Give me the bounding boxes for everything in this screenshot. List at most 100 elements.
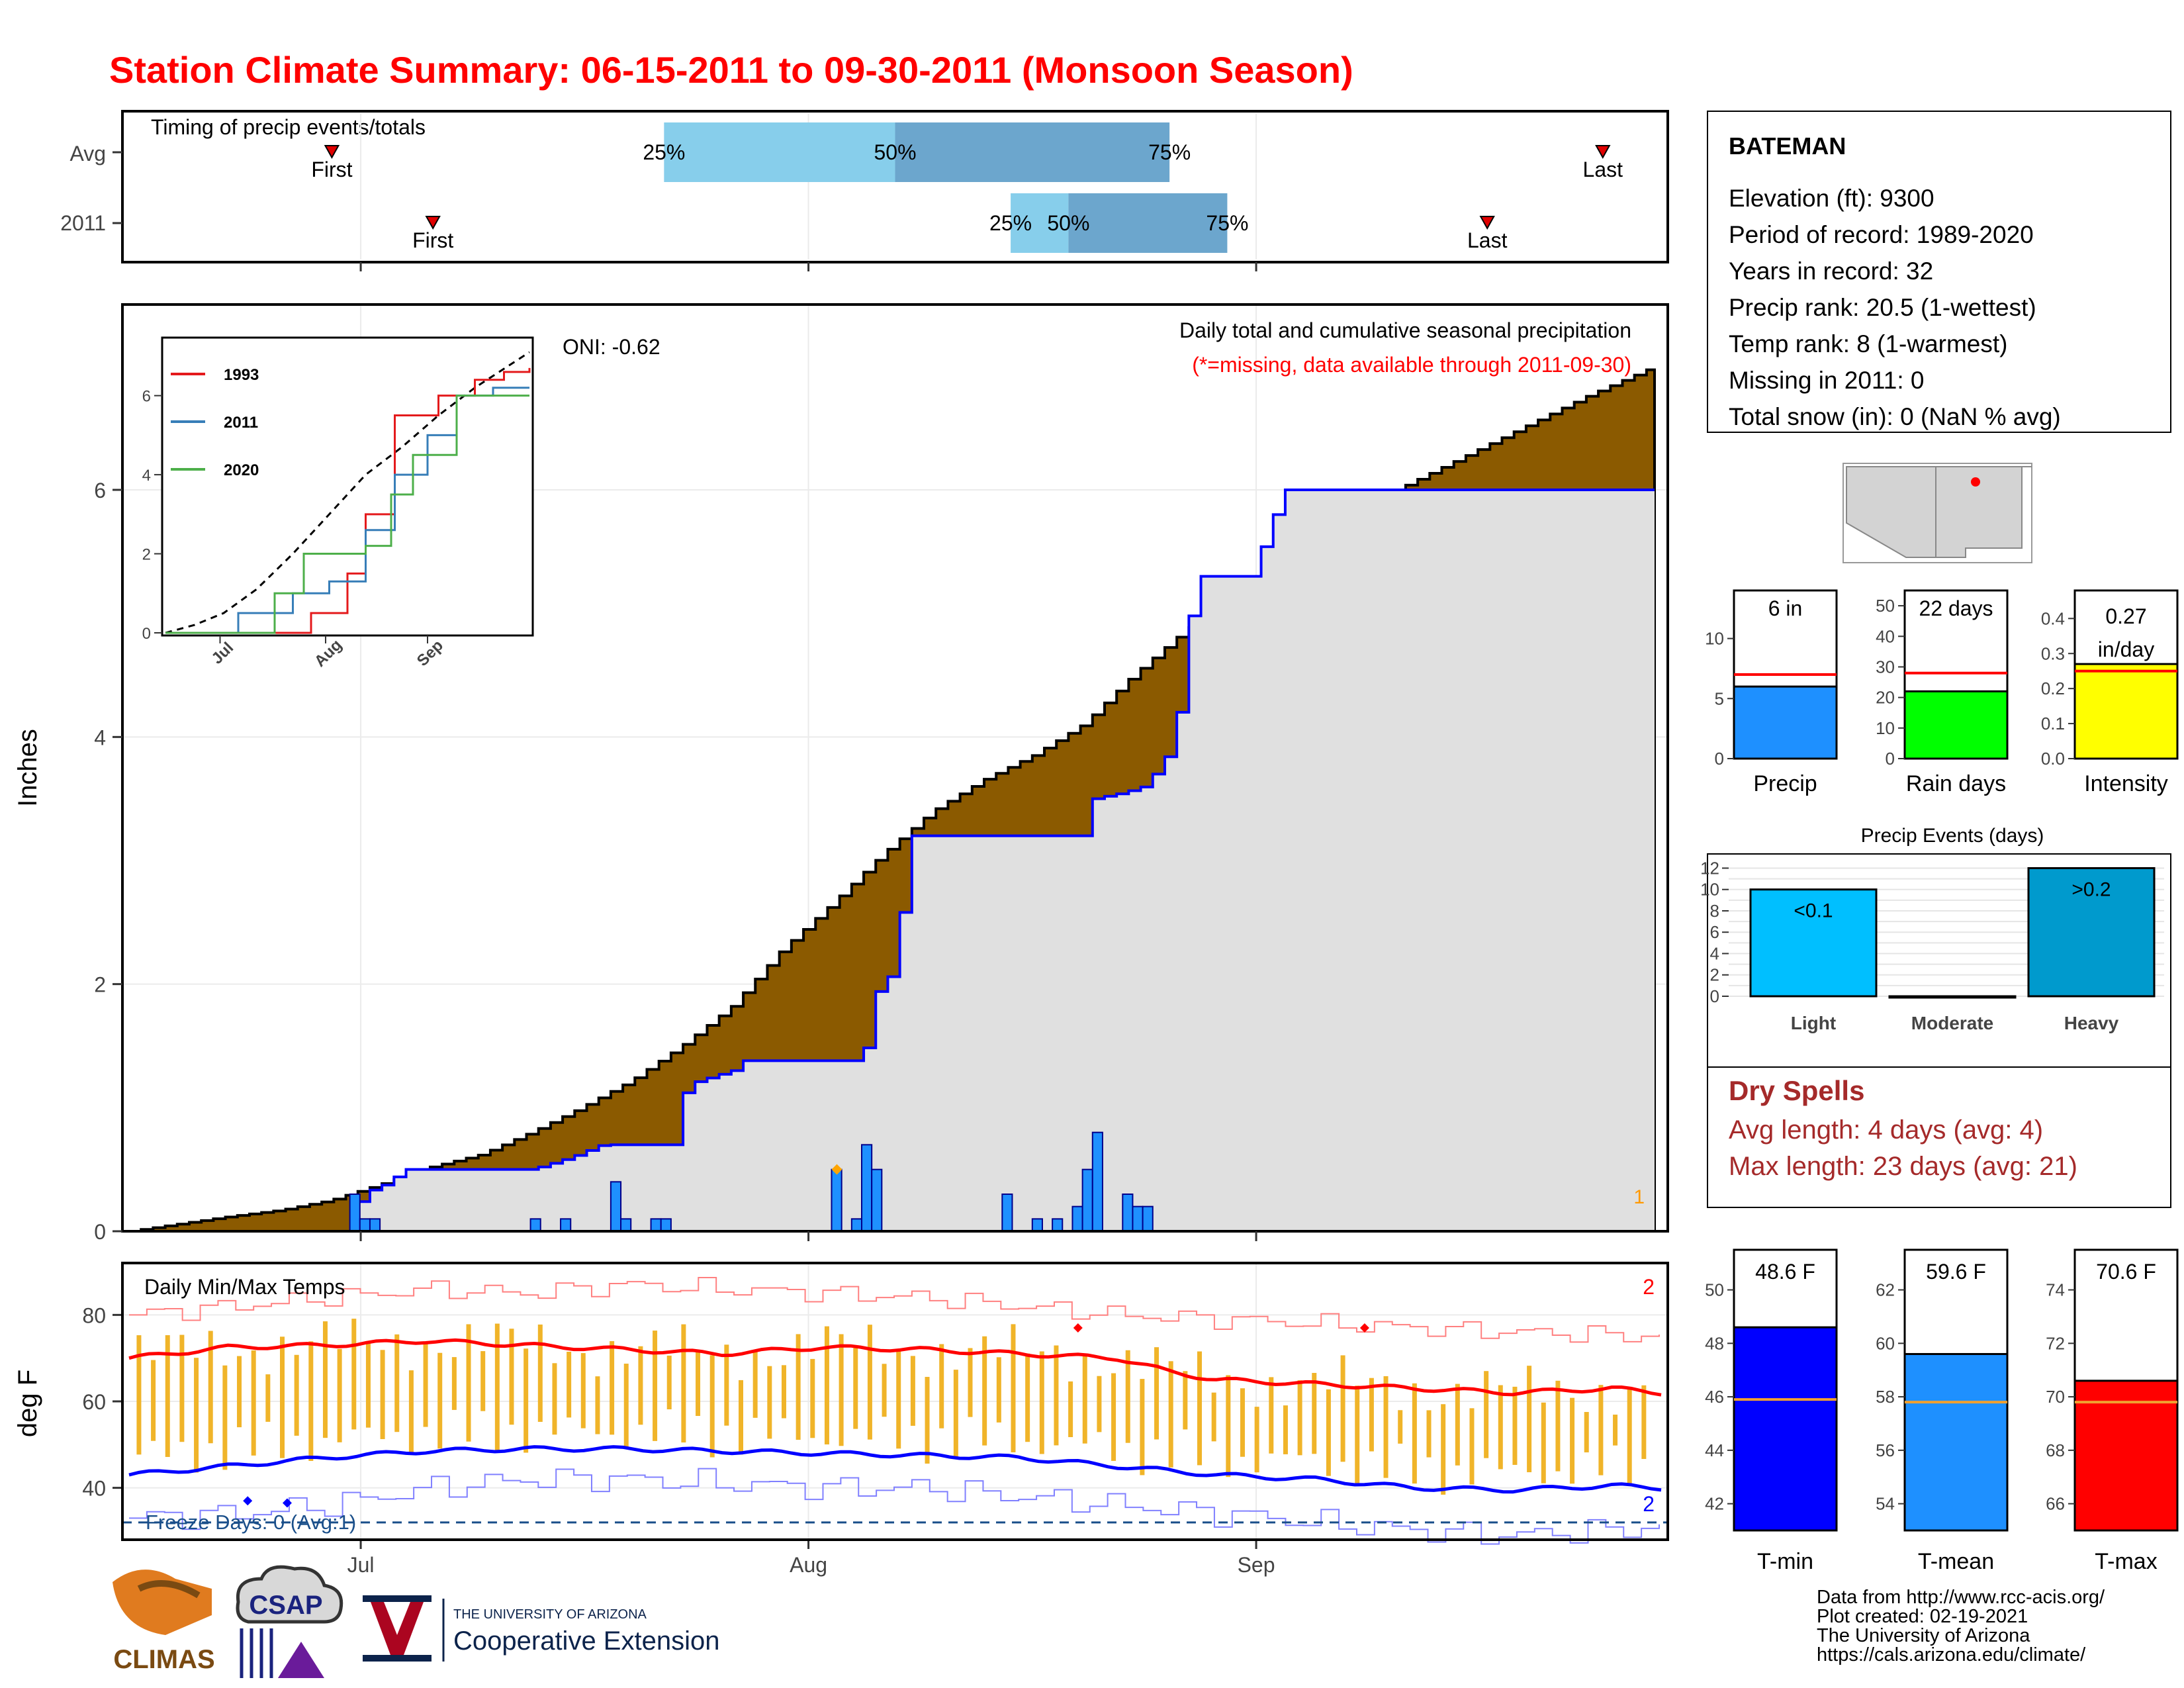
daily-temp-range-bar	[1068, 1381, 1073, 1437]
daily-temp-range-bar	[1154, 1347, 1160, 1440]
credit-line-3: The University of Arizona	[1817, 1625, 2030, 1646]
daily-temp-range-bar	[1025, 1353, 1030, 1442]
daily-temp-range-bar	[1283, 1405, 1288, 1454]
csap-rain	[240, 1628, 273, 1678]
credits: Data from http://www.rcc-acis.org/ Plot …	[1817, 1587, 2105, 1665]
station-info-line: Temp rank: 8 (1-warmest)	[1729, 330, 2008, 357]
mini-bar-precip	[1733, 685, 1838, 760]
daily-temp-range-bar	[1039, 1351, 1044, 1454]
climas-logo-text: CLIMAS	[113, 1645, 214, 1674]
climas-logo-shape	[113, 1570, 212, 1635]
temp-bar-tick-label: 56	[1876, 1440, 1895, 1460]
temp-bar-t-min	[1733, 1326, 1838, 1532]
daily-temp-range-bar	[451, 1357, 457, 1410]
mini-bar-tick-label: 0	[1886, 749, 1895, 769]
daily-temp-range-bar	[1312, 1372, 1317, 1454]
temp-bar-tick-label: 72	[2046, 1333, 2065, 1353]
temp-bar-tick-label: 48	[1705, 1333, 1724, 1353]
daily-temp-range-bar	[1541, 1402, 1546, 1483]
timing-first-marker	[425, 216, 441, 230]
precip-y-label: Inches	[13, 729, 42, 807]
mini-bar-tick-label: 5	[1715, 688, 1724, 708]
ua-a-bars	[363, 1595, 432, 1662]
csap-logo: CSAP	[236, 1565, 343, 1678]
mini-bar-label: Intensity	[2084, 771, 2168, 796]
daily-temp-range-bar	[824, 1326, 829, 1445]
csap-logo-text: CSAP	[249, 1591, 322, 1620]
events-y-tick-label: 8	[1710, 901, 1719, 921]
avg-min-temp-line	[128, 1445, 1662, 1494]
events-category-label: Heavy	[2064, 1013, 2119, 1033]
dry-spells-avg: Avg length: 4 days (avg: 4)	[1729, 1115, 2043, 1145]
events-y-tick-label: 10	[1700, 880, 1719, 900]
station-info-line: Elevation (ft): 9300	[1729, 185, 1934, 212]
timing-panel: Timing of precip events/totals Avg 2011 …	[60, 110, 1669, 263]
daily-temp-range-bar	[882, 1364, 887, 1417]
mini-bar-tick-label: 0.4	[2041, 608, 2065, 628]
events-category-label: Light	[1791, 1013, 1836, 1033]
daily-temp-range-bar	[265, 1374, 271, 1422]
inset-y-tick-label: 4	[142, 467, 151, 485]
temp-y-tick-label: 60	[82, 1390, 106, 1414]
precip-y-tick-label: 4	[94, 726, 106, 749]
daily-temp-range-bar	[1584, 1412, 1589, 1453]
daily-temp-range-bar	[638, 1346, 643, 1425]
locator-map	[1843, 463, 2032, 563]
daily-temp-range-bar	[580, 1353, 586, 1429]
timing-first-label: First	[412, 228, 453, 252]
daily-temp-range-bar	[1082, 1354, 1087, 1444]
record-max-marker	[1073, 1323, 1083, 1333]
temp-frame	[121, 1262, 1669, 1541]
daily-temp-range-bar	[466, 1324, 471, 1442]
temp-bar-tick-label: 62	[1876, 1280, 1895, 1300]
inset-y-tick-label: 2	[142, 546, 151, 564]
record-max-marker	[1359, 1323, 1369, 1333]
month-label: Aug	[790, 1553, 827, 1577]
temp-bar-tick-label: 46	[1705, 1387, 1724, 1407]
daily-temp-range-bar	[696, 1352, 701, 1417]
timing-last-marker	[1479, 216, 1495, 230]
timing-p50-label: 50%	[1047, 211, 1089, 235]
timing-row-avg-label: Avg	[69, 142, 106, 165]
daily-temp-range-bar	[1484, 1371, 1489, 1458]
record-min-marker	[243, 1496, 253, 1506]
daily-temp-range-bar	[1527, 1366, 1532, 1473]
daily-temp-range-bar	[1254, 1407, 1259, 1473]
station-info-line: Precip rank: 20.5 (1-wettest)	[1729, 294, 2036, 321]
ua-small-text: THE UNIVERSITY OF ARIZONA	[453, 1607, 647, 1622]
mini-bar-tick-label: 10	[1876, 718, 1895, 738]
obs-cumulative-line	[129, 489, 1655, 1233]
temp-panel: 40 60 80 Daily Min/Max Temps 2 2 Freeze Da…	[13, 1262, 1669, 1577]
daily-temp-range-bar	[151, 1360, 156, 1441]
events-title: Precip Events (days)	[1861, 825, 2044, 847]
daily-temp-range-bar	[208, 1331, 213, 1444]
daily-precip-bar	[369, 1218, 381, 1233]
daily-temp-range-bar	[595, 1376, 600, 1434]
temp-y-tick-label: 80	[82, 1303, 106, 1327]
dry-spells-title: Dry Spells	[1729, 1075, 1864, 1106]
map-borders	[1846, 466, 2032, 487]
temp-bar-tick-label: 54	[1876, 1494, 1895, 1514]
record-max-count: 2	[1643, 1275, 1655, 1299]
precip-y-tick-label: 0	[94, 1220, 106, 1244]
daily-temp-range-bar	[709, 1355, 715, 1458]
temp-bar-tick-label: 58	[1876, 1387, 1895, 1407]
daily-precip-bar	[1031, 1218, 1043, 1233]
mini-bar-tick-label: 40	[1876, 626, 1895, 646]
record-max-line	[129, 1276, 1661, 1343]
daily-precip-bar	[359, 1218, 371, 1233]
temp-bar-label: T-min	[1757, 1549, 1813, 1574]
page-title: Station Climate Summary: 06-15-2011 to 0…	[109, 49, 1353, 91]
daily-temp-range-bar	[739, 1380, 744, 1455]
timing-p75-label: 75%	[1206, 211, 1248, 235]
daily-temp-range-bar	[1627, 1387, 1632, 1486]
mini-bar-value-text: 22 days	[1919, 596, 1993, 620]
mini-bar-tick-label: 0.0	[2041, 749, 2065, 769]
precip-annotation-title: Daily total and cumulative seasonal prec…	[1179, 318, 1631, 342]
daily-temp-range-bar	[308, 1341, 314, 1461]
temp-bar-value-text: 70.6 F	[2096, 1260, 2156, 1284]
daily-temp-range-bar	[523, 1348, 529, 1453]
daily-temp-range-bar	[179, 1335, 185, 1442]
daily-temp-range-bar	[939, 1344, 944, 1429]
daily-temp-range-bar	[996, 1357, 1001, 1423]
